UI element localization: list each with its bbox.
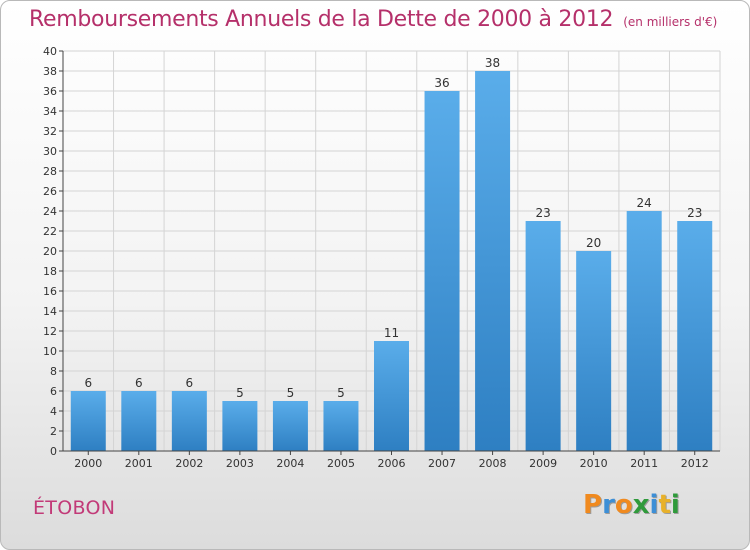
bar <box>677 221 713 451</box>
bar <box>323 401 359 451</box>
y-tick-label: 32 <box>43 125 57 138</box>
y-tick-label: 24 <box>43 205 57 218</box>
y-tick-label: 26 <box>43 185 57 198</box>
data-label: 23 <box>687 206 702 220</box>
logo-letter: r <box>602 490 615 520</box>
data-label: 6 <box>135 376 143 390</box>
y-tick-label: 38 <box>43 65 57 78</box>
chart-title-text: Remboursements Annuels de la Dette de 20… <box>29 7 614 32</box>
bar <box>576 251 612 451</box>
bar <box>475 71 511 451</box>
data-label: 5 <box>337 386 345 400</box>
y-tick-label: 18 <box>43 265 57 278</box>
data-labels: 6 6 6 5 5 5 11 36 38 23 20 24 23 <box>84 56 702 400</box>
x-tick-label: 2005 <box>327 457 355 470</box>
y-tick-label: 2 <box>50 425 57 438</box>
x-tick-label: 2008 <box>479 457 507 470</box>
x-tick-label: 2006 <box>378 457 406 470</box>
tick-labels: 0246810121416182022242628303234363840200… <box>43 45 709 470</box>
x-tick-label: 2011 <box>630 457 658 470</box>
x-tick-label: 2007 <box>428 457 456 470</box>
y-tick-label: 0 <box>50 445 57 458</box>
x-tick-label: 2002 <box>175 457 203 470</box>
x-tick-label: 2000 <box>74 457 102 470</box>
y-tick-label: 8 <box>50 365 57 378</box>
logo-letter: t <box>658 490 671 520</box>
data-label: 5 <box>287 386 295 400</box>
y-tick-label: 34 <box>43 105 57 118</box>
bar <box>525 221 561 451</box>
bar <box>272 401 308 451</box>
y-tick-label: 30 <box>43 145 57 158</box>
data-label: 24 <box>637 196 652 210</box>
y-tick-label: 20 <box>43 245 57 258</box>
logo-letter: i <box>649 490 659 520</box>
x-tick-label: 2004 <box>276 457 304 470</box>
chart-unit-label: (en milliers d'€) <box>623 15 718 29</box>
y-tick-label: 28 <box>43 165 57 178</box>
axes <box>59 50 720 455</box>
x-tick-label: 2009 <box>529 457 557 470</box>
logo-letter: o <box>614 490 633 520</box>
x-tick-label: 2010 <box>580 457 608 470</box>
chart-title: Remboursements Annuels de la Dette de 20… <box>29 7 717 32</box>
y-tick-label: 36 <box>43 85 57 98</box>
y-tick-label: 22 <box>43 225 57 238</box>
proxiti-logo: Proxiti <box>583 490 680 520</box>
bar <box>171 391 207 451</box>
data-label: 38 <box>485 56 500 70</box>
data-label: 36 <box>434 76 449 90</box>
logo-letter: x <box>632 490 650 520</box>
data-label: 6 <box>84 376 92 390</box>
data-label: 6 <box>186 376 194 390</box>
data-label: 20 <box>586 236 601 250</box>
y-tick-label: 16 <box>43 285 57 298</box>
bar <box>222 401 258 451</box>
data-label: 11 <box>384 326 399 340</box>
x-tick-label: 2012 <box>681 457 709 470</box>
bars <box>70 71 713 451</box>
x-tick-label: 2001 <box>125 457 153 470</box>
y-tick-label: 40 <box>43 45 57 58</box>
bar <box>70 391 106 451</box>
y-tick-label: 10 <box>43 345 57 358</box>
bar <box>121 391 157 451</box>
logo-letter: i <box>670 490 680 520</box>
y-tick-label: 4 <box>50 405 57 418</box>
commune-name: ÉTOBON <box>33 497 116 519</box>
bar <box>424 91 460 451</box>
y-tick-label: 12 <box>43 325 57 338</box>
y-tick-label: 14 <box>43 305 57 318</box>
bar <box>626 211 662 451</box>
data-label: 23 <box>535 206 550 220</box>
data-label: 5 <box>236 386 244 400</box>
bar <box>374 341 409 451</box>
y-tick-label: 6 <box>50 385 57 398</box>
logo-letter: P <box>583 490 603 520</box>
x-tick-label: 2003 <box>226 457 254 470</box>
